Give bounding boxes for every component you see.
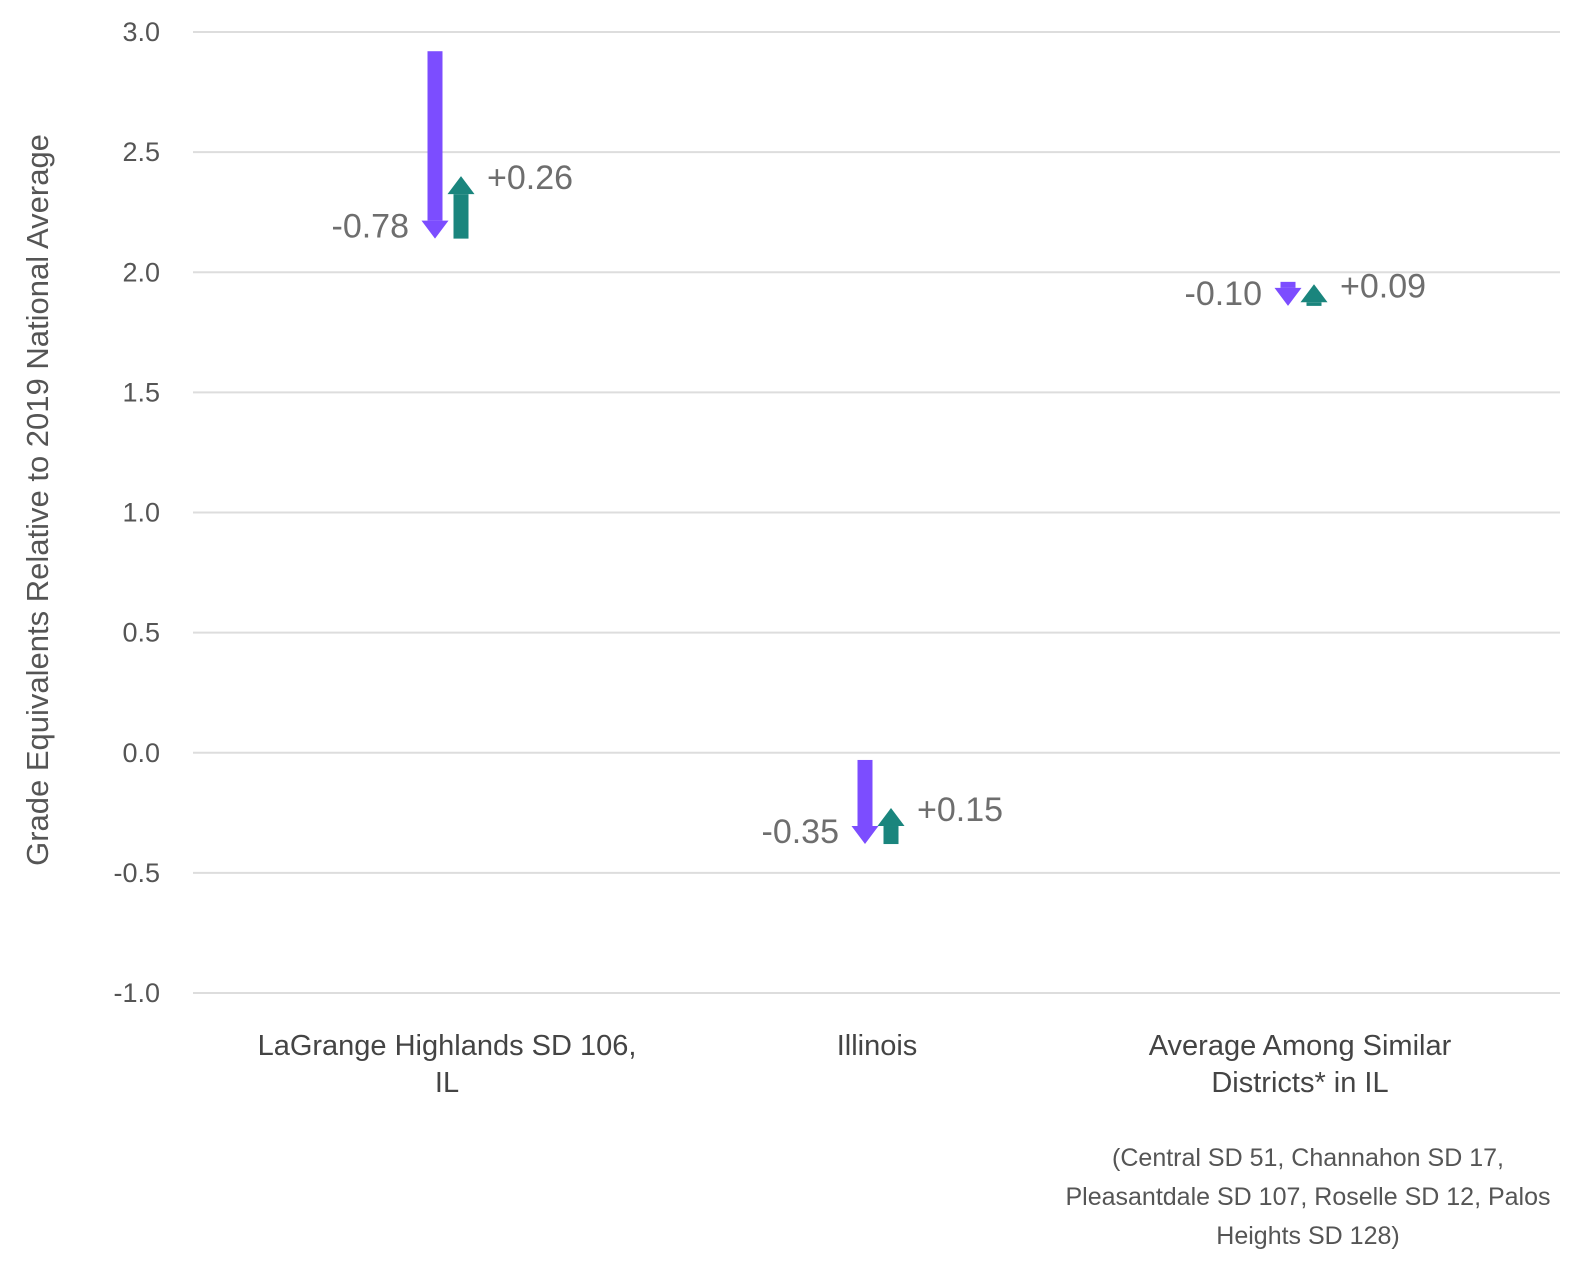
y-tick-label: 0.5 (122, 618, 160, 648)
decline-arrow (851, 759, 879, 845)
x-axis-categories: LaGrange Highlands SD 106, IL Illinois Aver… (258, 1030, 1452, 1099)
decline-arrow-head (851, 826, 879, 845)
y-tick-label: 0.0 (122, 738, 160, 768)
gridlines (193, 31, 1560, 994)
y-axis-ticks: 3.0 2.5 2.0 1.5 1.0 0.5 0.0 -0.5 -1.0 (113, 17, 160, 1008)
footnote-line: Pleasantdale SD 107, Roselle SD 12, Palo… (1065, 1183, 1550, 1211)
recovery-arrow (447, 176, 475, 239)
y-tick-label: 1.0 (122, 498, 160, 528)
y-tick-label: -0.5 (113, 858, 160, 888)
recovery-arrow-shaft (1306, 302, 1322, 306)
recovery-value-label: +0.26 (487, 159, 573, 197)
recovery-arrow-shaft (453, 194, 469, 239)
category-label: Districts* in IL (1211, 1067, 1388, 1099)
recovery-arrow-head (1300, 284, 1328, 303)
footnote-line: (Central SD 51, Channahon SD 17, (1112, 1144, 1504, 1172)
footnote-line: Heights SD 128) (1216, 1222, 1399, 1250)
recovery-arrow-shaft (883, 826, 899, 845)
recovery-arrow-head (447, 176, 475, 195)
decline-arrow-shaft (857, 759, 873, 827)
recovery-value-label: +0.09 (1340, 267, 1426, 305)
recovery-arrow (877, 808, 905, 845)
decline-arrow (421, 51, 449, 239)
decline-arrow-head (421, 220, 449, 239)
decline-value-label: -0.35 (762, 813, 840, 851)
recovery-arrow-head (877, 808, 905, 827)
y-tick-label: 2.0 (122, 257, 160, 287)
y-tick-label: 2.5 (122, 137, 160, 167)
category-label: IL (435, 1067, 459, 1099)
footnote: (Central SD 51, Channahon SD 17, Pleasant… (1065, 1144, 1550, 1250)
decline-value-label: -0.10 (1185, 275, 1263, 313)
decline-arrow (1274, 281, 1302, 306)
y-tick-label: -1.0 (113, 978, 160, 1008)
recovery-value-label: +0.15 (917, 791, 1003, 829)
y-tick-label: 1.5 (122, 377, 160, 407)
y-tick-label: 3.0 (122, 17, 160, 47)
y-axis-title: Grade Equivalents Relative to 2019 Natio… (20, 134, 55, 866)
category-label: LaGrange Highlands SD 106, (258, 1030, 637, 1062)
recovery-arrow (1300, 284, 1328, 306)
decline-arrow-shaft (1280, 281, 1296, 288)
decline-value-label: -0.78 (332, 208, 410, 246)
decline-arrow-head (1274, 287, 1302, 306)
category-label: Illinois (837, 1030, 918, 1062)
arrow-marks: -0.78 +0.26 -0.35 +0.15 -0.10 +0.09 (332, 51, 1426, 851)
category-label: Average Among Similar (1149, 1030, 1452, 1062)
decline-arrow-shaft (427, 51, 443, 221)
